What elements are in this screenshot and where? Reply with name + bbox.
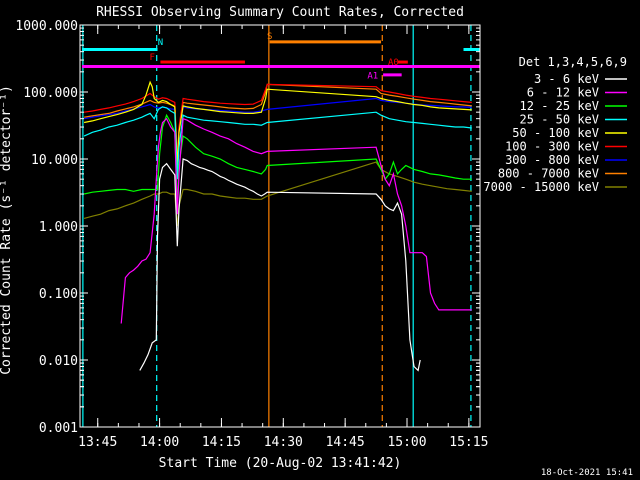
y-tick-label-6: 0.001 (39, 421, 78, 436)
legend-label-4: 50 - 100 keV (512, 126, 599, 140)
legend-label-0: 3 - 6 keV (534, 72, 599, 86)
legend-label-5: 100 - 300 keV (505, 140, 599, 154)
legend-label-1: 6 - 12 keV (527, 86, 599, 100)
flag-label-2: F (149, 53, 154, 63)
y-tick-label-4: 0.100 (39, 287, 78, 302)
flag-label-5: A0 (388, 58, 399, 68)
x-tick-label-3: 14:30 (264, 435, 303, 450)
axes: 1000.000 100.000 10.000 1.000 0.100 0.010 0.00… (15, 19, 488, 450)
flag-bars: NF S A1 A0 (82, 32, 480, 81)
y-tick-label-5: 0.010 (39, 354, 78, 369)
legend-label-7: 800 - 7000 keV (498, 167, 599, 181)
y-tick-label-1: 100.000 (23, 86, 78, 101)
series-line-8 (83, 161, 472, 227)
legend-label-6: 300 - 800 keV (505, 153, 599, 167)
x-tick-label-6: 15:15 (449, 435, 488, 450)
flag-label-4: A1 (367, 71, 378, 81)
legend-label-8: 7000 - 15000 keV (483, 180, 599, 194)
series-line-4 (83, 80, 472, 166)
y-axis-label: Corrected Count Rate (s⁻¹ detector⁻¹) (0, 85, 14, 375)
series-line-2 (83, 113, 472, 206)
x-tick-label-1: 14:00 (140, 435, 179, 450)
series-line-0 (139, 158, 421, 372)
chart-title: RHESSI Observing Summary Count Rates, Co… (96, 5, 464, 20)
series-line-1 (120, 117, 472, 324)
y-tick-label-3: 1.000 (39, 220, 78, 235)
flag-label-1: N (158, 38, 163, 48)
x-tick-label-0: 13:45 (78, 435, 117, 450)
flag-label-3: S (267, 32, 272, 42)
series-layer (83, 80, 472, 372)
x-tick-label-2: 14:15 (202, 435, 241, 450)
series-line-5 (84, 83, 472, 160)
x-tick-label-5: 15:00 (387, 435, 426, 450)
y-tick-label-0: 1000.000 (15, 19, 78, 34)
legend-title: Det 1,3,4,5,6,9 (519, 55, 627, 69)
y-tick-label-2: 10.000 (31, 153, 78, 168)
series-line-3 (83, 106, 472, 180)
footer-timestamp: 18-Oct-2021 15:41 (541, 468, 633, 478)
legend-label-2: 12 - 25 keV (520, 99, 599, 113)
x-tick-label-4: 14:45 (326, 435, 365, 450)
x-axis-label: Start Time (20-Aug-02 13:41:42) (159, 456, 402, 471)
legend-label-3: 25 - 50 keV (520, 113, 599, 127)
